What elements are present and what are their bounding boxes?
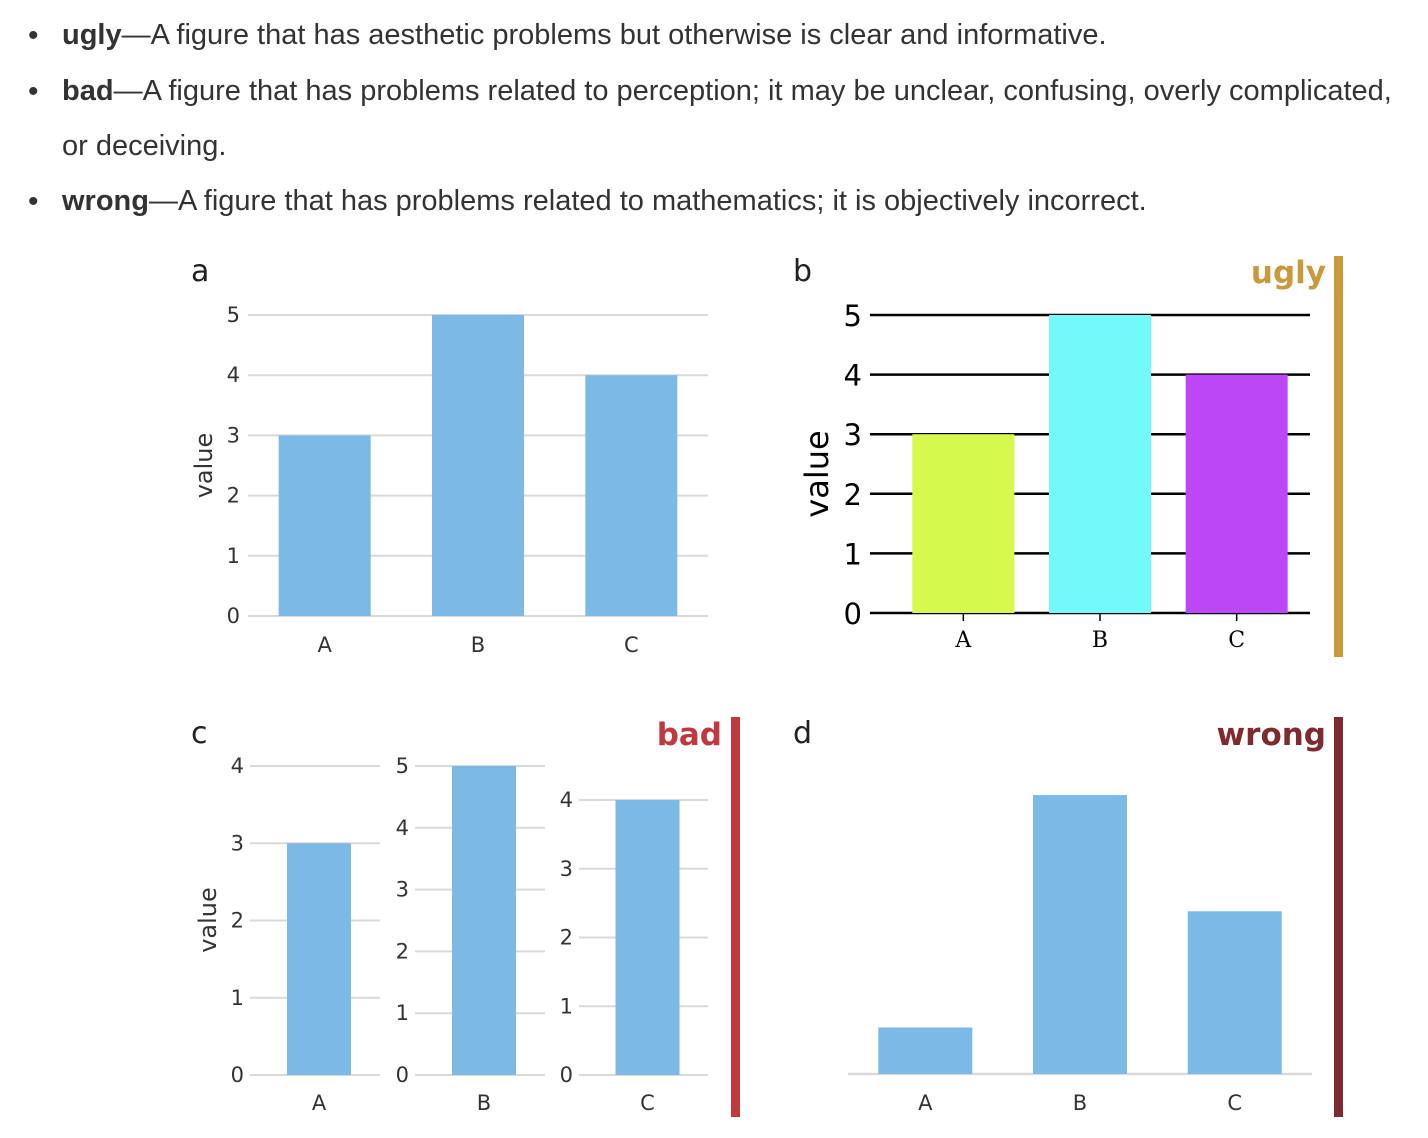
verdict-bar-bad bbox=[731, 717, 740, 1117]
bar-C bbox=[1187, 911, 1282, 1074]
bar-A bbox=[912, 434, 1015, 613]
panel-letter-b: b bbox=[793, 254, 812, 289]
bar-B bbox=[1033, 795, 1127, 1074]
x-tick-label: C bbox=[640, 1091, 655, 1115]
y-tick-label: 0 bbox=[560, 1063, 573, 1087]
bullet-icon: • bbox=[28, 19, 39, 52]
y-tick-label: 0 bbox=[396, 1063, 409, 1087]
y-tick-label: 2 bbox=[844, 478, 862, 512]
definition-term: wrong bbox=[62, 185, 149, 217]
definition-term: bad bbox=[62, 75, 114, 107]
verdict-label-ugly: ugly bbox=[1251, 255, 1326, 291]
y-axis-label: value bbox=[190, 433, 218, 499]
y-tick-label: 2 bbox=[560, 926, 573, 950]
x-tick-label: A bbox=[918, 1091, 933, 1115]
y-tick-label: 1 bbox=[396, 1001, 409, 1025]
y-tick-label: 5 bbox=[844, 299, 862, 333]
definition-separator: — bbox=[121, 19, 151, 51]
bullet-icon: • bbox=[28, 185, 39, 218]
y-tick-label: 3 bbox=[227, 423, 240, 447]
y-tick-label: 5 bbox=[227, 303, 240, 327]
y-tick-label: 1 bbox=[844, 537, 862, 571]
y-tick-label: 3 bbox=[396, 878, 409, 902]
y-tick-label: 3 bbox=[560, 857, 573, 881]
bar-B bbox=[452, 766, 516, 1075]
verdict-bar-ugly bbox=[1334, 256, 1343, 657]
y-tick-label: 0 bbox=[231, 1063, 244, 1087]
definition-separator: — bbox=[149, 185, 178, 217]
y-axis-label: value bbox=[194, 887, 222, 953]
bullet-icon: • bbox=[28, 75, 39, 108]
definition-text: A figure that has aesthetic problems but… bbox=[150, 19, 1107, 51]
panel-letter-a: a bbox=[191, 254, 209, 289]
bar-C bbox=[1185, 374, 1288, 613]
verdict-label-wrong: wrong bbox=[1217, 717, 1326, 753]
y-tick-label: 4 bbox=[231, 754, 244, 778]
y-tick-label: 4 bbox=[396, 816, 409, 840]
definition-separator: — bbox=[113, 75, 143, 107]
bar-A bbox=[287, 843, 351, 1075]
y-tick-label: 4 bbox=[844, 359, 862, 393]
x-tick-label: B bbox=[1073, 1091, 1087, 1115]
y-tick-label: 1 bbox=[227, 544, 240, 568]
panel-letter-d: d bbox=[793, 716, 812, 751]
verdict-label-bad: bad bbox=[657, 717, 722, 753]
verdict-bar-wrong bbox=[1334, 717, 1343, 1117]
x-tick-label: A bbox=[954, 628, 972, 653]
x-tick-label: A bbox=[317, 633, 332, 657]
y-tick-label: 0 bbox=[227, 604, 240, 628]
x-tick-label: B bbox=[477, 1091, 491, 1115]
y-tick-label: 4 bbox=[227, 363, 240, 387]
y-tick-label: 2 bbox=[396, 939, 409, 963]
bar-A bbox=[278, 435, 371, 616]
y-tick-label: 4 bbox=[560, 788, 573, 812]
x-tick-label: C bbox=[1228, 628, 1245, 653]
definition-text: A figure that has problems related to pe… bbox=[62, 75, 1392, 162]
x-tick-label: C bbox=[624, 633, 639, 657]
x-tick-label: C bbox=[1227, 1091, 1242, 1115]
bar-B bbox=[1049, 315, 1151, 613]
definition-term: ugly bbox=[62, 19, 122, 51]
bar-B bbox=[432, 315, 524, 616]
y-axis-label: value bbox=[798, 430, 836, 517]
x-tick-label: A bbox=[312, 1091, 327, 1115]
definition-text: A figure that has problems related to ma… bbox=[178, 185, 1147, 217]
y-tick-label: 1 bbox=[231, 986, 244, 1010]
bar-C bbox=[615, 800, 680, 1075]
y-tick-label: 3 bbox=[844, 418, 862, 452]
x-tick-label: B bbox=[471, 633, 485, 657]
bar-A bbox=[878, 1027, 973, 1074]
bar-C bbox=[585, 375, 678, 616]
y-tick-label: 2 bbox=[231, 909, 244, 933]
panel-letter-c: c bbox=[191, 716, 208, 751]
y-tick-label: 1 bbox=[560, 994, 573, 1018]
y-tick-label: 2 bbox=[227, 484, 240, 508]
y-tick-label: 5 bbox=[396, 754, 409, 778]
x-tick-label: B bbox=[1092, 628, 1108, 653]
y-tick-label: 0 bbox=[844, 597, 862, 631]
y-tick-label: 3 bbox=[231, 831, 244, 855]
